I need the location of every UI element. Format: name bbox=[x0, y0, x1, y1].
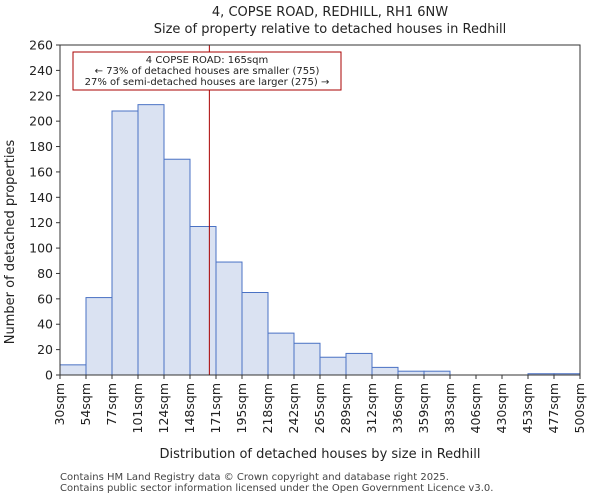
y-tick-label: 40 bbox=[37, 317, 53, 332]
bars-group bbox=[59, 104, 581, 376]
x-tick-label: 265sqm bbox=[312, 383, 327, 433]
bar-289sqm bbox=[345, 352, 373, 376]
x-tick-label: 383sqm bbox=[442, 383, 457, 433]
bar-218sqm bbox=[267, 332, 295, 376]
x-tick-label: 77sqm bbox=[104, 383, 119, 426]
chart-title: 4, COPSE ROAD, REDHILL, RH1 6NW bbox=[212, 5, 448, 20]
x-tick-label: 312sqm bbox=[364, 383, 379, 433]
x-tick-label: 242sqm bbox=[286, 383, 301, 433]
x-tick-label: 171sqm bbox=[208, 383, 223, 433]
plot-frame bbox=[59, 44, 581, 376]
y-tick-label: 120 bbox=[29, 215, 53, 230]
bar-54sqm bbox=[85, 297, 113, 376]
annotation-line-address: 4 COPSE ROAD: 165sqm bbox=[146, 55, 268, 66]
y-tick-label: 200 bbox=[29, 114, 53, 129]
x-tick-label: 289sqm bbox=[338, 383, 353, 433]
x-tick-label: 359sqm bbox=[416, 383, 431, 433]
annotation-line-smaller: ← 73% of detached houses are smaller (75… bbox=[95, 66, 320, 77]
x-axis-label: Distribution of detached houses by size … bbox=[159, 447, 480, 462]
y-tick-label: 0 bbox=[45, 368, 53, 383]
footer-copyright: Contains HM Land Registry data © Crown c… bbox=[60, 472, 449, 483]
y-tick-label: 240 bbox=[29, 63, 53, 78]
annotation-box bbox=[72, 51, 342, 91]
bar-30sqm bbox=[59, 364, 87, 376]
x-tick-label: 453sqm bbox=[520, 383, 535, 433]
x-tick-label: 500sqm bbox=[572, 383, 587, 433]
y-axis-label: Number of detached properties bbox=[3, 140, 18, 345]
bar-336sqm bbox=[397, 370, 425, 376]
y-tick-label: 20 bbox=[37, 342, 53, 357]
x-tick-label: 336sqm bbox=[390, 383, 405, 433]
y-tick-label: 180 bbox=[29, 139, 53, 154]
y-tick-label: 140 bbox=[29, 190, 53, 205]
y-tick-label: 100 bbox=[29, 241, 53, 256]
x-axis-ticks: 30sqm 54sqm 77sqm 101sqm 124sqm 148sqm 171sqm 1… bbox=[52, 375, 587, 433]
y-tick-label: 160 bbox=[29, 164, 53, 179]
bar-312sqm bbox=[371, 366, 399, 376]
bar-148sqm bbox=[189, 226, 217, 376]
chart-subtitle: Size of property relative to detached ho… bbox=[154, 22, 507, 37]
y-tick-label: 80 bbox=[37, 266, 53, 281]
bar-77sqm bbox=[111, 110, 139, 376]
bar-242sqm bbox=[293, 342, 321, 376]
x-tick-label: 30sqm bbox=[52, 383, 67, 426]
bar-124sqm bbox=[163, 158, 191, 376]
x-tick-label: 218sqm bbox=[260, 383, 275, 433]
bar-265sqm bbox=[319, 356, 347, 376]
footer-licence: Contains public sector information licen… bbox=[60, 483, 494, 494]
bar-171sqm bbox=[215, 261, 243, 376]
bar-359sqm bbox=[423, 370, 451, 376]
x-tick-label: 124sqm bbox=[156, 383, 171, 433]
y-tick-label: 260 bbox=[29, 38, 53, 53]
x-tick-label: 54sqm bbox=[78, 383, 93, 426]
x-tick-label: 477sqm bbox=[546, 383, 561, 433]
y-tick-label: 60 bbox=[37, 291, 53, 306]
y-axis-ticks: 0 20 40 60 80 100 120 140 160 180 200 220 240 260 bbox=[29, 38, 60, 383]
x-tick-label: 148sqm bbox=[182, 383, 197, 433]
bar-195sqm bbox=[241, 292, 269, 376]
annotation-line-larger: 27% of semi-detached houses are larger (… bbox=[85, 77, 330, 88]
x-tick-label: 195sqm bbox=[234, 383, 249, 433]
x-tick-label: 101sqm bbox=[130, 383, 145, 433]
bar-101sqm bbox=[137, 104, 165, 376]
x-tick-label: 406sqm bbox=[468, 383, 483, 433]
x-tick-label: 430sqm bbox=[494, 383, 509, 433]
histogram-chart: 4, COPSE ROAD, REDHILL, RH1 6NW Size of … bbox=[3, 5, 587, 462]
y-tick-label: 220 bbox=[29, 88, 53, 103]
